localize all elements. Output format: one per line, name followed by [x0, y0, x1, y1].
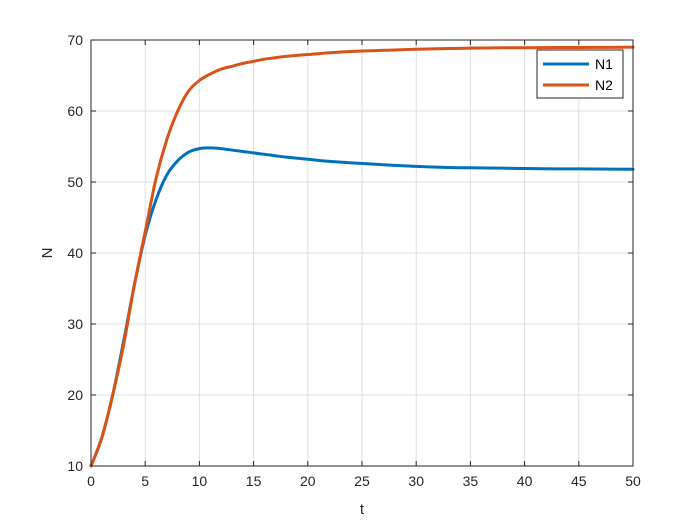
- y-tick-label: 30: [67, 316, 83, 332]
- x-tick-label: 45: [571, 473, 587, 489]
- legend-label-n2: N2: [595, 77, 613, 93]
- x-tick-label: 40: [517, 473, 533, 489]
- x-tick-label: 30: [408, 473, 424, 489]
- series-layer: [89, 45, 635, 468]
- y-tick-label: 60: [67, 103, 83, 119]
- y-tick-label: 10: [67, 458, 83, 474]
- x-tick-label: 5: [141, 473, 149, 489]
- x-tick-label: 50: [625, 473, 641, 489]
- x-tick-label: 35: [463, 473, 479, 489]
- y-tick-label: 70: [67, 32, 83, 48]
- x-tick-label: 10: [192, 473, 208, 489]
- x-tick-label: 0: [87, 473, 95, 489]
- y-axis-label: N: [39, 248, 56, 259]
- tick-layer: 0 5 10 15 20 25 30 35 40 45 50 10 20 30 40 50 60 70: [67, 32, 641, 489]
- legend-label-n1: N1: [595, 56, 613, 72]
- x-axis-label: t: [360, 501, 365, 518]
- y-tick-label: 50: [67, 174, 83, 190]
- x-tick-label: 15: [246, 473, 262, 489]
- legend-box: [536, 49, 624, 99]
- series-line-n2: [89, 45, 635, 468]
- x-tick-label: 20: [300, 473, 316, 489]
- x-tick-label: 25: [354, 473, 370, 489]
- y-tick-label: 40: [67, 245, 83, 261]
- y-tick-label: 20: [67, 387, 83, 403]
